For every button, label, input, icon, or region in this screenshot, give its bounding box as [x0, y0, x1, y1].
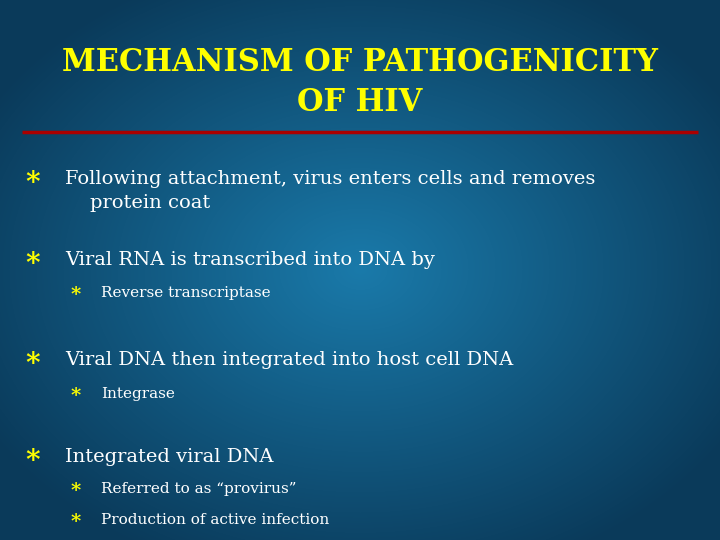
Text: *: * — [71, 482, 81, 500]
Text: Reverse transcriptase: Reverse transcriptase — [101, 286, 271, 300]
Text: *: * — [71, 387, 81, 405]
Text: OF HIV: OF HIV — [297, 87, 423, 118]
Text: *: * — [71, 286, 81, 304]
Text: Viral DNA then integrated into host cell DNA: Viral DNA then integrated into host cell… — [65, 351, 513, 369]
Text: *: * — [25, 448, 40, 475]
Text: *: * — [25, 170, 40, 197]
Text: *: * — [71, 513, 81, 531]
Text: Viral RNA is transcribed into DNA by: Viral RNA is transcribed into DNA by — [65, 251, 435, 269]
Text: MECHANISM OF PATHOGENICITY: MECHANISM OF PATHOGENICITY — [62, 46, 658, 78]
Text: Production of active infection: Production of active infection — [101, 513, 329, 527]
Text: Referred to as “provirus”: Referred to as “provirus” — [101, 482, 297, 496]
Text: Integrated viral DNA: Integrated viral DNA — [65, 448, 274, 466]
Text: Following attachment, virus enters cells and removes
    protein coat: Following attachment, virus enters cells… — [65, 170, 595, 212]
Text: *: * — [25, 251, 40, 278]
Text: *: * — [25, 351, 40, 378]
Text: Integrase: Integrase — [101, 387, 175, 401]
